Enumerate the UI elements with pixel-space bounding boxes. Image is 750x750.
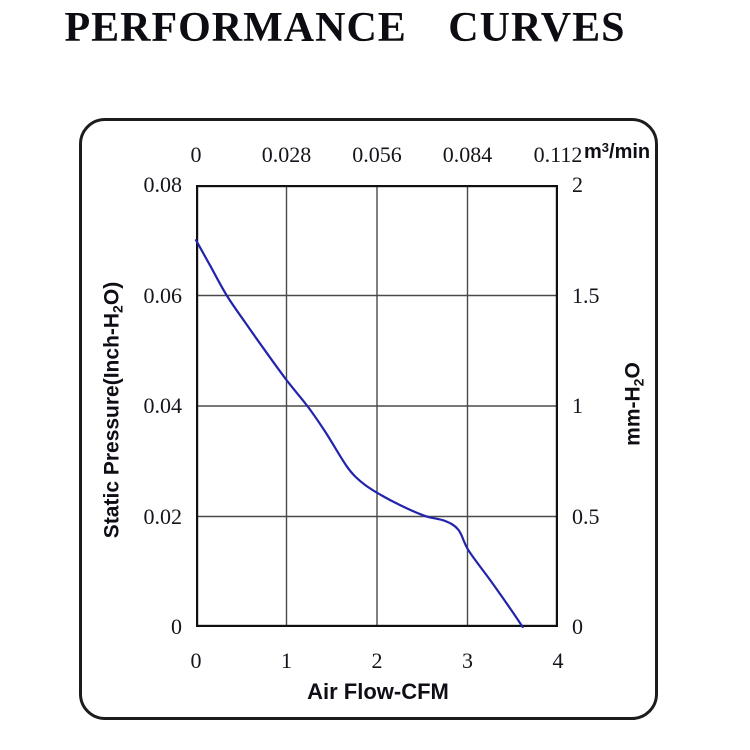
bottom-axis-tick-label: 2 — [371, 648, 383, 673]
top-axis-tick-label: 0.112 — [533, 142, 583, 167]
left-axis-title: Static Pressure(Inch-H2O) — [100, 281, 126, 539]
left-axis-tick-label: 0 — [171, 614, 182, 639]
top-axis-unit-superscript: 3 — [601, 140, 610, 155]
right-axis-tick-labels: 2 1.5 1 0.5 0 — [570, 174, 650, 638]
left-axis-tick-label: 0.02 — [143, 503, 183, 529]
right-axis-tick-label: 2 — [572, 172, 583, 197]
chart-panel — [79, 118, 658, 720]
right-axis-title-pre: mm-H — [621, 386, 645, 446]
right-axis-tick-label: 0 — [572, 614, 583, 639]
left-axis-tick-label: 0.06 — [143, 282, 183, 308]
left-axis-tick-label: 0.04 — [143, 393, 183, 418]
bottom-axis-tick-label: 0 — [190, 648, 202, 673]
left-axis-tick-label: 0.08 — [143, 172, 183, 197]
right-axis-title-post: O — [621, 362, 645, 379]
right-axis-tick-label: 0.5 — [572, 503, 600, 529]
top-axis-tick-label: 0.056 — [352, 142, 402, 167]
plot-area — [194, 185, 558, 629]
top-axis-unit: m3/min — [584, 140, 651, 163]
right-axis-title: mm-H2O — [621, 362, 647, 446]
bottom-axis-tick-label: 1 — [281, 648, 292, 673]
top-axis-tick-label: 0 — [190, 142, 202, 167]
page-title: PERFORMANCE CURVES — [64, 5, 626, 51]
left-axis-title-subscript: 2 — [109, 305, 126, 313]
bottom-axis-title: Air Flow-CFM — [307, 679, 449, 704]
left-axis-title-post: O) — [100, 281, 124, 306]
static-pressure-curve — [194, 239, 524, 629]
plot-border — [196, 185, 558, 627]
top-axis-unit-rest: /min — [609, 141, 651, 163]
top-axis-unit-base: m — [584, 141, 602, 163]
right-axis-tick-label: 1.5 — [572, 282, 600, 308]
right-axis-tick-label: 1 — [572, 393, 583, 418]
right-axis-title-subscript: 2 — [630, 378, 647, 387]
left-axis-tick-labels: 0.08 0.06 0.04 0.02 0 — [86, 174, 183, 638]
bottom-axis-tick-label: 4 — [552, 648, 564, 673]
top-axis-tick-label: 0.028 — [261, 142, 312, 167]
bottom-axis-tick-labels: 0 1 2 3 4 — [191, 648, 564, 674]
bottom-axis-tick-label: 3 — [462, 648, 473, 673]
left-axis-title-pre: Static Pressure(Inch-H — [100, 312, 124, 539]
top-axis-tick-labels: 0 0.028 0.056 0.084 0.112 — [191, 142, 583, 168]
top-axis-tick-label: 0.084 — [442, 142, 493, 167]
